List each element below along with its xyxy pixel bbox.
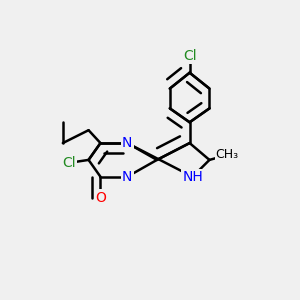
Text: N: N xyxy=(122,136,132,150)
Text: CH₃: CH₃ xyxy=(216,148,239,161)
Text: N: N xyxy=(122,170,132,184)
Text: O: O xyxy=(95,190,106,205)
Text: Cl: Cl xyxy=(183,49,196,63)
Text: Cl: Cl xyxy=(62,156,76,170)
Text: NH: NH xyxy=(182,170,203,184)
